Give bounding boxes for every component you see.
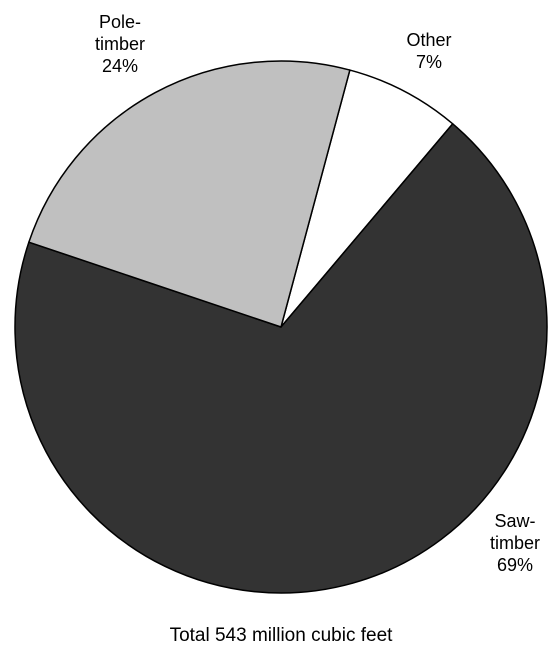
slice-label-line: timber bbox=[95, 34, 145, 54]
slice-label-line: Saw- bbox=[494, 511, 535, 531]
slice-label-line: 24% bbox=[102, 56, 138, 76]
slice-label-pole-timber: Pole-timber 24% bbox=[95, 12, 145, 76]
slice-label-saw-timber: Saw-timber 69% bbox=[490, 511, 540, 575]
slice-label-line: Pole- bbox=[99, 12, 141, 32]
slice-label-line: Other bbox=[406, 30, 451, 50]
pie-slices bbox=[15, 61, 547, 593]
slice-label-line: 69% bbox=[497, 555, 533, 575]
slice-label-line: timber bbox=[490, 533, 540, 553]
chart-caption: Total 543 million cubic feet bbox=[170, 625, 394, 646]
slice-label-line: 7% bbox=[416, 52, 442, 72]
slice-label-other: Other 7% bbox=[406, 30, 451, 72]
